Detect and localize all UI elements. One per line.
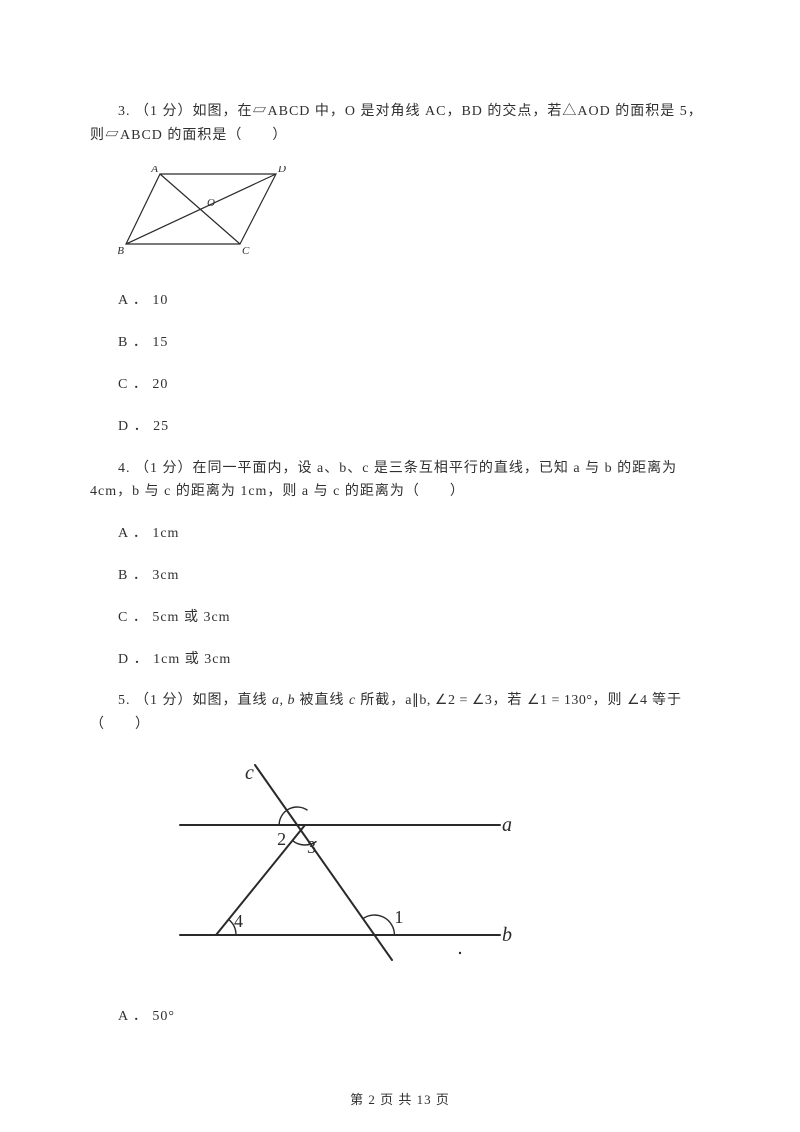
q5-math1: a, b	[272, 693, 295, 708]
q3-text: 3. （1 分）如图，在▱ABCD 中，O 是对角线 AC，BD 的交点，若△A…	[90, 100, 710, 148]
svg-text:a: a	[502, 814, 512, 836]
q5-math3: a∥b, ∠2 = ∠3	[405, 693, 492, 708]
svg-text:C: C	[242, 245, 250, 257]
svg-text:1: 1	[394, 907, 403, 927]
q5-figure: 2 3 4 1 c a b	[150, 755, 710, 979]
q5-text-mid1: 被直线	[295, 693, 349, 708]
q3-option-b: B ． 15	[90, 331, 710, 355]
q5-text-mid4: ，则	[592, 693, 627, 708]
q5-math2: c	[349, 693, 356, 708]
q5-text-pre: 5. （1 分）如图，直线	[118, 693, 272, 708]
svg-text:O: O	[207, 197, 215, 209]
svg-text:c: c	[245, 762, 254, 784]
q5-option-a: A ． 50°	[90, 1005, 710, 1029]
q5-math5: ∠4	[627, 693, 648, 708]
svg-text:B: B	[118, 245, 124, 257]
svg-text:3: 3	[307, 837, 316, 857]
svg-text:b: b	[502, 924, 512, 946]
q5-math4: ∠1 = 130°	[527, 693, 593, 708]
svg-text:4: 4	[234, 911, 243, 931]
svg-text:2: 2	[277, 829, 286, 849]
q4-text: 4. （1 分）在同一平面内，设 a、b、c 是三条互相平行的直线，已知 a 与…	[90, 457, 710, 505]
page-footer: 第 2 页 共 13 页	[0, 1089, 800, 1108]
q4-option-d: D ． 1cm 或 3cm	[90, 648, 710, 672]
q3-option-c: C ． 20	[90, 373, 710, 397]
q5-text-mid3: ，若	[492, 693, 527, 708]
page-content: 3. （1 分）如图，在▱ABCD 中，O 是对角线 AC，BD 的交点，若△A…	[0, 0, 800, 1029]
q4-option-a: A ． 1cm	[90, 522, 710, 546]
q3-figure: A D B C O	[118, 166, 710, 270]
q5-text-mid2: 所截，	[356, 693, 406, 708]
q3-option-a: A ． 10	[90, 289, 710, 313]
svg-text:D: D	[277, 166, 286, 175]
q4-option-b: B ． 3cm	[90, 564, 710, 588]
svg-text:A: A	[150, 166, 158, 175]
q5-text: 5. （1 分）如图，直线 a, b 被直线 c 所截，a∥b, ∠2 = ∠3…	[90, 689, 710, 737]
q3-option-d: D ． 25	[90, 415, 710, 439]
q4-option-c: C ． 5cm 或 3cm	[90, 606, 710, 630]
